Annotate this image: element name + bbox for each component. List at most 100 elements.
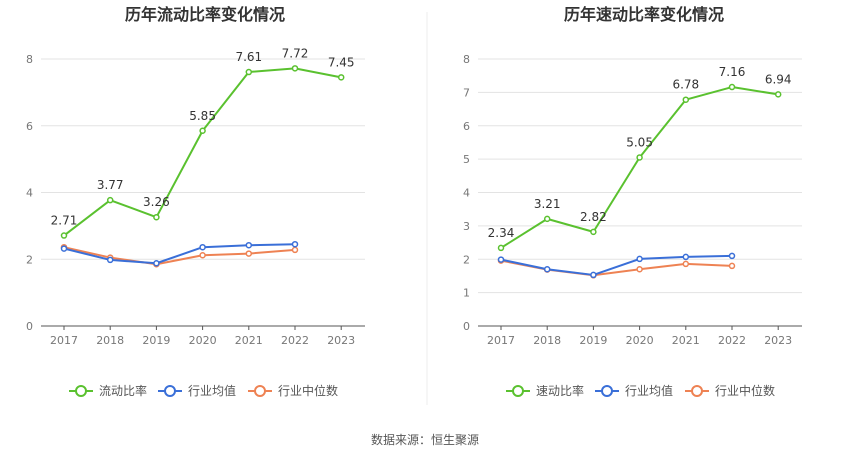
data-point-industry_avg[interactable] — [728, 252, 736, 260]
y-tick-label: 8 — [463, 53, 470, 66]
data-point-industry_median[interactable] — [291, 246, 299, 254]
data-point-company[interactable] — [245, 68, 253, 76]
y-tick-label: 4 — [463, 187, 470, 200]
data-label: 3.21 — [534, 197, 561, 211]
data-point-company[interactable] — [774, 91, 782, 98]
legend-label: 流动比率 — [99, 383, 147, 398]
y-tick-label: 0 — [463, 320, 470, 333]
data-label: 7.45 — [328, 55, 355, 69]
data-point-company[interactable] — [590, 228, 597, 236]
data-point-industry_median[interactable] — [728, 262, 736, 270]
data-point-industry_avg[interactable] — [291, 240, 299, 248]
data-point-company[interactable] — [728, 83, 736, 91]
legend-item-industry_median[interactable]: 行业中位数 — [685, 383, 775, 398]
x-tick-label: 2020 — [189, 334, 217, 347]
data-label: 6.94 — [765, 72, 792, 86]
legend-label: 行业中位数 — [278, 383, 338, 398]
quick-ratio-chart: 历年速动比率变化情况 0 1 2 3 4 5 6 7 8 2017 2018 2019 2020 2021 2… — [463, 5, 802, 398]
x-tick-label: 2021 — [672, 334, 700, 347]
data-point-industry_avg[interactable] — [60, 245, 68, 252]
legend-marker — [164, 385, 176, 397]
data-label: 7.72 — [282, 46, 309, 60]
data-point-industry_median[interactable] — [636, 266, 643, 273]
x-tick-label: 2018 — [96, 334, 124, 347]
data-point-company[interactable] — [337, 74, 345, 81]
data-point-industry_avg[interactable] — [497, 256, 505, 263]
data-point-industry_median[interactable] — [682, 260, 690, 268]
legend-label: 行业均值 — [188, 383, 236, 398]
x-tick-label: 2021 — [235, 334, 263, 347]
legend-item-company[interactable]: 流动比率 — [69, 383, 147, 398]
legend-label: 速动比率 — [536, 383, 584, 398]
data-label: 3.26 — [143, 195, 170, 209]
data-point-industry_median[interactable] — [245, 250, 253, 257]
data-label: 2.71 — [51, 214, 78, 228]
data-point-company[interactable] — [153, 213, 160, 221]
x-tick-label: 2023 — [327, 334, 355, 347]
series-line-company — [63, 67, 342, 237]
data-point-industry_avg[interactable] — [543, 266, 551, 273]
series-line-industry_median — [63, 246, 296, 266]
data-label: 5.05 — [626, 135, 653, 149]
chart-title: 历年速动比率变化情况 — [564, 5, 724, 24]
data-label: 7.61 — [235, 50, 262, 64]
data-point-industry_avg[interactable] — [636, 255, 643, 263]
x-tick-label: 2019 — [579, 334, 607, 347]
legend-item-industry_avg[interactable]: 行业均值 — [595, 383, 673, 398]
y-tick-label: 3 — [463, 220, 470, 233]
data-point-industry_avg[interactable] — [199, 243, 206, 251]
x-tick-label: 2022 — [718, 334, 746, 347]
legend-marker — [254, 385, 266, 397]
legend-marker — [691, 385, 703, 397]
series-line-industry_avg — [63, 243, 296, 265]
legend-label: 行业均值 — [625, 383, 673, 398]
legend-marker — [601, 385, 613, 397]
data-point-industry_avg[interactable] — [590, 271, 597, 279]
data-point-company[interactable] — [199, 127, 206, 135]
chart-title: 历年流动比率变化情况 — [125, 5, 285, 24]
data-label: 3.77 — [97, 178, 124, 192]
legend-label: 行业中位数 — [715, 383, 775, 398]
source-label: 数据来源：恒生聚源 — [371, 432, 479, 447]
x-tick-label: 2018 — [533, 334, 561, 347]
data-label: 7.16 — [719, 65, 746, 79]
legend-item-industry_avg[interactable]: 行业均值 — [158, 383, 236, 398]
current-ratio-chart: 历年流动比率变化情况 0 2 4 6 8 2017 2018 2019 2020 2021 2022 2… — [26, 5, 365, 398]
data-point-company[interactable] — [636, 154, 643, 161]
data-point-company[interactable] — [106, 196, 114, 204]
data-point-company[interactable] — [60, 232, 68, 239]
y-tick-label: 2 — [463, 253, 470, 266]
y-tick-label: 0 — [26, 320, 33, 333]
data-point-company[interactable] — [291, 65, 299, 72]
data-point-industry_avg[interactable] — [153, 260, 160, 267]
y-tick-label: 8 — [26, 53, 33, 66]
data-label: 2.82 — [580, 210, 607, 224]
x-tick-label: 2017 — [487, 334, 515, 347]
legend-marker — [75, 385, 87, 397]
y-tick-label: 4 — [26, 187, 33, 200]
y-tick-label: 2 — [26, 253, 33, 266]
y-tick-label: 5 — [463, 153, 470, 166]
data-point-company[interactable] — [682, 96, 690, 103]
data-point-industry_median[interactable] — [199, 251, 206, 259]
series-line-industry_avg — [500, 254, 733, 276]
y-tick-label: 1 — [463, 287, 470, 300]
legend-item-industry_median[interactable]: 行业中位数 — [248, 383, 338, 398]
data-point-industry_avg[interactable] — [682, 253, 690, 261]
x-tick-label: 2017 — [50, 334, 78, 347]
legend-marker — [512, 385, 524, 397]
data-point-company[interactable] — [497, 244, 505, 252]
x-tick-label: 2020 — [626, 334, 654, 347]
x-tick-label: 2023 — [764, 334, 792, 347]
series-line-company — [500, 86, 779, 249]
data-label: 6.78 — [672, 78, 699, 92]
y-tick-label: 6 — [26, 120, 33, 133]
data-label: 5.85 — [189, 109, 216, 123]
legend-item-company[interactable]: 速动比率 — [506, 383, 584, 398]
data-point-company[interactable] — [543, 215, 551, 223]
y-tick-label: 7 — [463, 86, 470, 99]
y-tick-label: 6 — [463, 120, 470, 133]
data-point-industry_avg[interactable] — [245, 241, 253, 249]
data-point-industry_avg[interactable] — [106, 256, 114, 264]
